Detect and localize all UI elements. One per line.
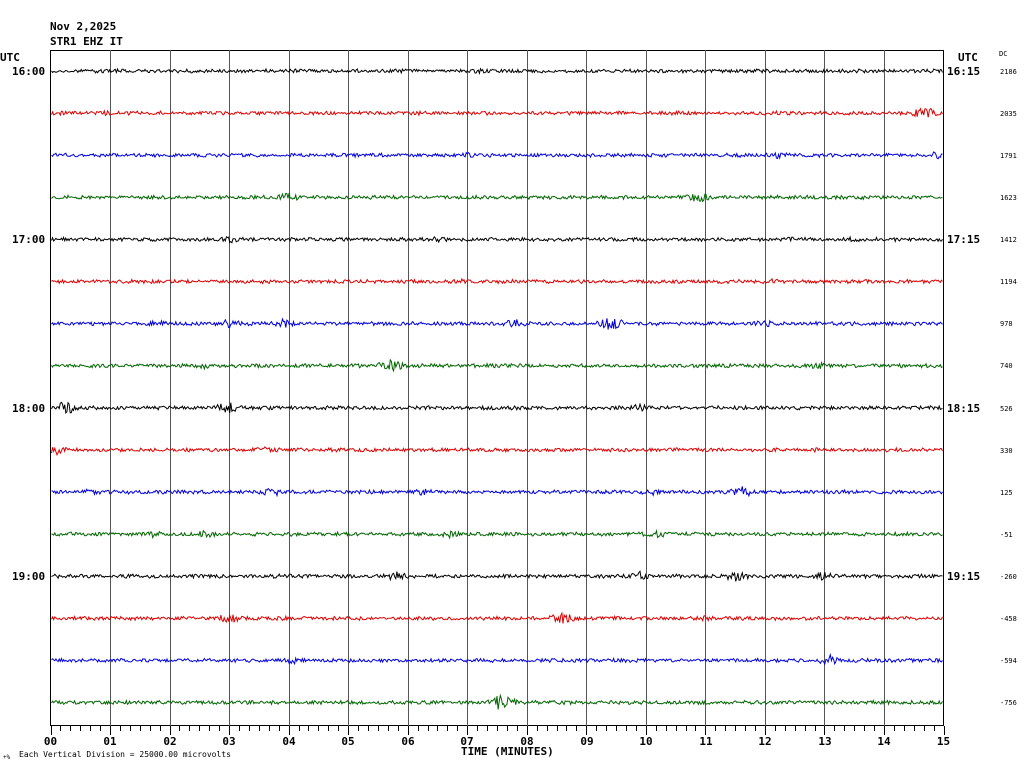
right-time-label: 19:15 (947, 570, 981, 583)
left-time-label: 16:00 (12, 65, 46, 78)
right-time-label: 17:15 (947, 233, 981, 246)
x-tick-label: 03 (222, 735, 236, 748)
right-time-label: 18:15 (947, 402, 981, 415)
dc-value: 330 (1000, 447, 1013, 455)
seismogram-trace (51, 317, 943, 330)
dc-value: 1623 (1000, 194, 1017, 202)
x-tick-label: 09 (580, 735, 594, 748)
dc-value: -756 (1000, 699, 1017, 707)
x-tick-label: 10 (639, 735, 653, 748)
x-tick-label: 05 (341, 735, 355, 748)
seismogram-trace (51, 192, 943, 203)
seismogram-trace (51, 151, 943, 160)
dc-value: 125 (1000, 489, 1013, 497)
left-time-label: 18:00 (12, 402, 46, 415)
dc-value: 978 (1000, 320, 1013, 328)
x-tick-label: 14 (877, 735, 891, 748)
x-tick-label: 06 (401, 735, 415, 748)
plot-date: Nov 2,2025 (50, 20, 117, 33)
x-tick-label: 04 (282, 735, 296, 748)
x-tick-label: 08 (520, 735, 534, 748)
seismogram-trace (51, 611, 943, 624)
dc-value: 1194 (1000, 278, 1017, 286)
dc-value: -260 (1000, 573, 1017, 581)
seismogram-trace (51, 693, 943, 710)
plot-frame (50, 50, 944, 726)
station-code: STR1 EHZ IT (50, 35, 123, 48)
utc-label-right: UTC (958, 51, 978, 64)
dc-value: -458 (1000, 615, 1017, 623)
seismogram-trace (51, 401, 943, 414)
dc-value: -51 (1000, 531, 1013, 539)
footer-mark: +% (3, 754, 11, 761)
x-tick-label: 02 (163, 735, 177, 748)
dc-value: 2186 (1000, 68, 1017, 76)
seismogram-trace (51, 652, 943, 666)
left-time-label: 19:00 (12, 570, 46, 583)
dc-label: DC (999, 50, 1008, 58)
left-time-label: 17:00 (12, 233, 46, 246)
dc-value: 1412 (1000, 236, 1017, 244)
scale-footnote: Each Vertical Division = 25000.00 microv… (19, 750, 231, 759)
x-tick-label: 11 (699, 735, 713, 748)
dc-value: 1791 (1000, 152, 1017, 160)
seismogram-trace (51, 570, 943, 582)
seismogram-trace (51, 107, 943, 118)
x-axis-ticks (51, 726, 945, 735)
seismogram-trace (51, 67, 943, 76)
right-time-label: 16:15 (947, 65, 981, 78)
seismogram-trace (51, 446, 943, 457)
seismogram-trace (51, 528, 943, 540)
seismogram-trace (51, 235, 943, 244)
x-tick-label: 07 (460, 735, 474, 748)
seismogram-traces (51, 67, 943, 710)
x-tick-label: 00 (43, 735, 58, 748)
x-tick-label: 01 (103, 735, 117, 748)
seismogram-trace (51, 486, 943, 498)
dc-value: 740 (1000, 362, 1013, 370)
dc-value: 526 (1000, 405, 1013, 413)
minute-gridlines (110, 50, 885, 726)
dc-value: -594 (1000, 657, 1017, 665)
x-tick-label: 13 (818, 735, 832, 748)
dc-value: 2035 (1000, 110, 1017, 118)
x-axis-title: TIME (MINUTES) (461, 745, 554, 758)
seismogram-trace (51, 358, 943, 373)
utc-label-left: UTC (0, 51, 20, 64)
x-tick-label: 15 (936, 735, 951, 748)
x-tick-label: 12 (758, 735, 772, 748)
seismogram-trace (51, 277, 943, 285)
